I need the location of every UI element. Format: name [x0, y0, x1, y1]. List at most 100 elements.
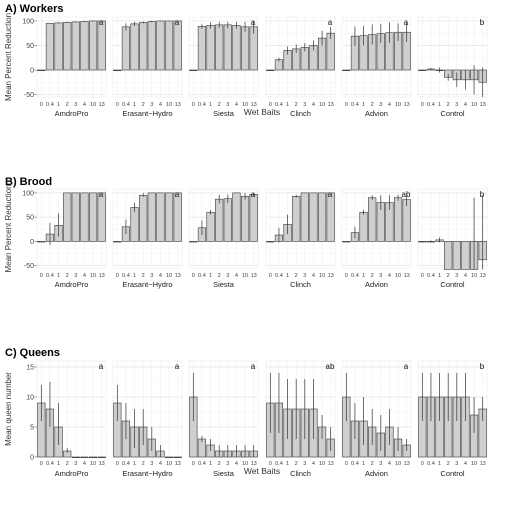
x-tick-label: 0.4 — [46, 461, 54, 467]
x-tick-label: 0.4 — [198, 273, 206, 279]
facet-label: Control — [440, 469, 465, 478]
facet-advion: 0 0.4 1 2 3 4 10 13 a Advion — [341, 16, 412, 118]
facet-amdropro: 0 0.4 1 2 3 4 10 13 a AmdroPro — [36, 16, 107, 118]
x-tick-label: 13 — [175, 273, 181, 279]
bar — [393, 197, 403, 242]
x-tick-label: 2 — [447, 461, 450, 467]
x-tick-label: 0 — [116, 273, 119, 279]
significance-letter: b — [480, 362, 485, 371]
x-tick-label: 3 — [226, 273, 229, 279]
x-tick-label: 1 — [362, 102, 365, 108]
facet-siesta: 0 0.4 1 2 3 4 10 13 a Siesta — [188, 188, 259, 289]
x-tick-label: 1 — [57, 102, 60, 108]
x-tick-label: 2 — [66, 273, 69, 279]
facet-label: Advion — [365, 469, 388, 478]
x-tick-label: 0 — [269, 461, 272, 467]
facet-label: Advion — [365, 280, 388, 289]
significance-letter: a — [328, 18, 333, 27]
x-tick-label: 3 — [226, 461, 229, 467]
x-tick-label: 10 — [395, 273, 401, 279]
bar — [147, 192, 156, 242]
x-axis-title: Wet Baits — [244, 107, 280, 117]
x-tick-label: 13 — [175, 102, 181, 108]
facet-siesta: 0 0.4 1 2 3 4 10 13 a Siesta — [188, 16, 259, 118]
x-tick-label: 1 — [209, 461, 212, 467]
bar — [240, 195, 250, 242]
x-tick-label: 0 — [40, 461, 43, 467]
facet-clinch: 0 0.4 1 2 3 4 10 13 ab Clinch — [265, 360, 336, 478]
x-tick-label: 13 — [175, 461, 181, 467]
x-tick-label: 3 — [226, 102, 229, 108]
x-tick-label: 0.4 — [122, 102, 130, 108]
x-tick-label: 2 — [371, 461, 374, 467]
significance-letter: a — [251, 362, 256, 371]
bar — [63, 192, 72, 242]
x-tick-label: 10 — [471, 461, 477, 467]
x-tick-label: 2 — [218, 102, 221, 108]
facet-label: Siesta — [213, 109, 235, 118]
x-tick-label: 4 — [235, 461, 238, 467]
bar — [292, 195, 301, 242]
bar — [189, 69, 198, 72]
x-tick-label: 3 — [303, 273, 306, 279]
bar — [189, 241, 198, 243]
x-tick-label: 4 — [83, 273, 86, 279]
x-tick-label: 0 — [421, 273, 424, 279]
x-tick-label: 0.4 — [46, 102, 54, 108]
x-tick-label: 1 — [133, 102, 136, 108]
x-tick-label: 10 — [166, 273, 172, 279]
x-tick-label: 4 — [83, 461, 86, 467]
x-tick-label: 4 — [159, 273, 162, 279]
facet-label: Siesta — [213, 280, 235, 289]
facet-label: Erasant−Hydro — [122, 280, 172, 289]
x-tick-label: 4 — [83, 102, 86, 108]
bar — [80, 21, 89, 71]
x-tick-label: 13 — [480, 102, 486, 108]
x-tick-label: 0.4 — [351, 273, 359, 279]
x-tick-label: 0 — [345, 102, 348, 108]
bar — [326, 192, 335, 242]
panel-title: C) Queens — [5, 347, 60, 359]
facet-control: 0 0.4 1 2 3 4 10 13 b Control — [417, 360, 488, 478]
facet-siesta: 0 0.4 1 2 3 4 10 13 a Siesta — [188, 360, 259, 478]
significance-letter: b — [480, 18, 485, 27]
y-tick-label: 10 — [26, 395, 34, 402]
x-tick-label: 3 — [150, 273, 153, 279]
facet-background — [417, 16, 488, 98]
bar — [156, 20, 165, 71]
bar — [266, 241, 275, 243]
bar — [461, 241, 470, 270]
bar — [418, 69, 427, 72]
bar — [113, 69, 122, 72]
bar — [223, 198, 232, 242]
significance-letter: a — [328, 190, 333, 199]
bar — [147, 21, 156, 71]
bar — [37, 241, 46, 243]
significance-letter: a — [404, 362, 409, 371]
x-tick-label: 0 — [116, 102, 119, 108]
bar — [232, 25, 241, 71]
bar — [88, 192, 98, 242]
x-tick-label: 0.4 — [198, 461, 206, 467]
bar — [342, 69, 351, 72]
significance-letter: ab — [402, 190, 411, 199]
x-tick-label: 1 — [209, 102, 212, 108]
bar — [444, 241, 453, 270]
x-tick-label: 3 — [150, 102, 153, 108]
x-tick-label: 13 — [328, 461, 334, 467]
y-axis-title: Mean Percent Reduction — [4, 13, 13, 101]
bar — [139, 22, 148, 71]
x-tick-label: 0.4 — [275, 102, 283, 108]
significance-letter: a — [99, 362, 104, 371]
x-tick-label: 13 — [99, 461, 105, 467]
x-tick-label: 10 — [319, 102, 325, 108]
facet-label: Siesta — [213, 469, 235, 478]
panel-title: B) Brood — [5, 176, 52, 188]
x-tick-label: 1 — [57, 273, 60, 279]
x-tick-label: 4 — [464, 273, 467, 279]
x-tick-label: 2 — [295, 273, 298, 279]
bar — [71, 21, 80, 71]
x-tick-label: 0 — [421, 461, 424, 467]
